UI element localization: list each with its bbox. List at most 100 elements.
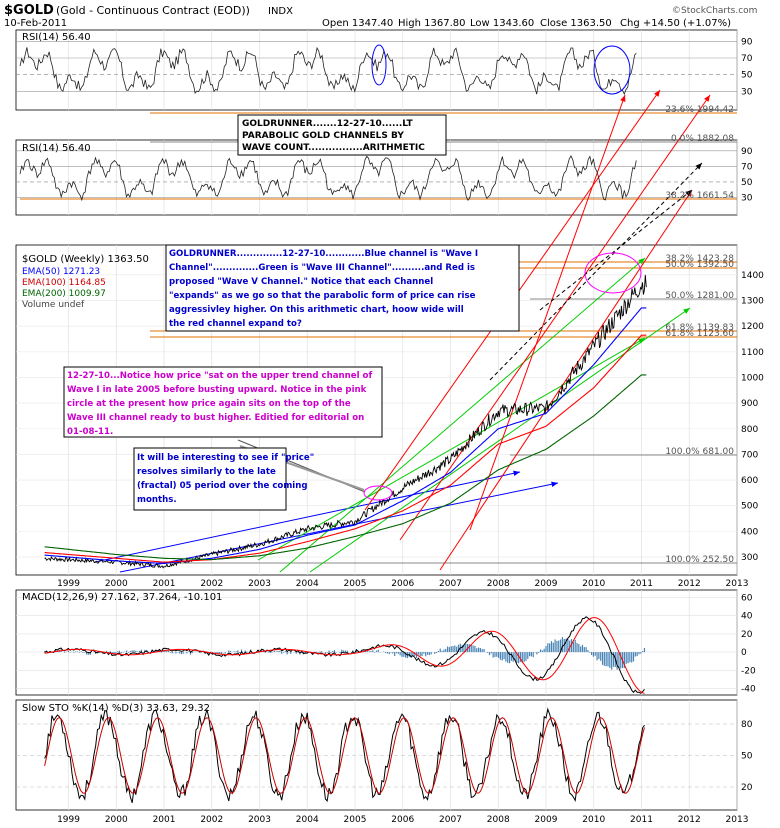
annotation-box-4: It will be interesting to see if "price"… bbox=[133, 447, 314, 511]
fib-level-label: 100.0% 681.00 bbox=[665, 447, 734, 457]
red-channel-mid bbox=[399, 94, 711, 541]
high-value: High 1367.80 bbox=[398, 18, 466, 29]
price-tick-label: 1000 bbox=[741, 373, 764, 383]
sto-tick-label: 80 bbox=[741, 720, 753, 730]
sto-label: Slow STO %K(14) %D(3) 33.63, 29.32 bbox=[22, 703, 210, 714]
rsi-tick-label: 30 bbox=[741, 193, 753, 203]
x-tick-label: 2002 bbox=[200, 579, 223, 589]
fib-level-label: 38.2% 1661.54 bbox=[665, 191, 734, 201]
annotation-box-3: 12-27-10...Notice how price "sat on the … bbox=[63, 366, 383, 438]
blue-channel-lower bbox=[119, 482, 559, 573]
x-tick-label: 2009 bbox=[535, 579, 558, 589]
annotation-4-line-2: resolves similarly to the late bbox=[137, 467, 276, 477]
rsi-tick-label: 30 bbox=[741, 87, 753, 97]
annotation-2-line-1: GOLDRUNNER..............12-27-10........… bbox=[169, 249, 478, 259]
sto-d-line bbox=[44, 717, 645, 794]
open-value: Open 1347.40 bbox=[322, 18, 393, 29]
annotation-box-1: GOLDRUNNER.......12-27-10......LT PARABO… bbox=[237, 114, 447, 156]
x-tick-label: 2005 bbox=[344, 579, 367, 589]
annotation-2-line-3: proposed "Wave V Channel." Notice that e… bbox=[169, 277, 433, 287]
rsi-tick-label: 50 bbox=[741, 178, 753, 188]
projection-line bbox=[489, 162, 703, 381]
rsi-top-label: RSI(14) 56.40 bbox=[22, 32, 91, 43]
fib-level-label: 61.8% 1139.83 bbox=[665, 323, 734, 333]
red-channel-mid-head bbox=[704, 95, 710, 102]
macd-tick-label: 40 bbox=[741, 612, 753, 622]
x-tick-label: 2000 bbox=[105, 815, 128, 825]
projection-line-2-head bbox=[685, 190, 692, 197]
x-tick-label: 2012 bbox=[678, 815, 701, 825]
rsi-mid-label: RSI(14) 56.40 bbox=[22, 143, 91, 154]
x-tick-label: 2009 bbox=[535, 815, 558, 825]
symbol-exchange: INDX bbox=[268, 6, 293, 17]
main-legend: $GOLD (Weekly) 1363.50 EMA(50) 1271.23 E… bbox=[22, 254, 149, 310]
red-channel-inner bbox=[469, 94, 626, 531]
rsi-highlight-ellipse bbox=[593, 45, 631, 95]
macd-panel bbox=[15, 589, 738, 696]
blue-channel-lower-head bbox=[551, 481, 558, 487]
annotation-1-line-1: GOLDRUNNER.......12-27-10......LT bbox=[242, 119, 414, 129]
blue-channel-upper-head bbox=[513, 470, 520, 477]
rsi-tick-label: 90 bbox=[741, 37, 753, 47]
x-tick-label: 2013 bbox=[726, 579, 749, 589]
x-tick-label: 1999 bbox=[57, 579, 80, 589]
fib-level-label: 23.6% 1994.42 bbox=[665, 105, 734, 115]
annotation-2-line-2: Channel"..............Green is "Wave III… bbox=[169, 263, 475, 273]
x-tick-label: 2003 bbox=[248, 579, 271, 589]
green-channel-base bbox=[309, 307, 691, 573]
x-tick-label: 2003 bbox=[248, 815, 271, 825]
fib-level-label: 61.8% 1123.60 bbox=[665, 329, 734, 339]
rsi-tick-label: 50 bbox=[741, 71, 753, 81]
price-series-1 bbox=[44, 307, 647, 565]
legend-ema200: EMA(200) 1009.97 bbox=[22, 289, 106, 299]
macd-tick-label: 60 bbox=[741, 594, 753, 604]
x-tick-label: 2006 bbox=[391, 815, 414, 825]
annotation-2-line-6: the red channel expand to? bbox=[169, 319, 302, 329]
sto-tick-label: 20 bbox=[741, 783, 753, 793]
x-tick-label: 2004 bbox=[296, 815, 319, 825]
red-channel-lower bbox=[439, 189, 693, 571]
legend-volume: Volume undef bbox=[22, 300, 85, 310]
x-tick-label: 2008 bbox=[487, 815, 510, 825]
price-tick-label: 700 bbox=[741, 450, 758, 460]
macd-tick-label: -40 bbox=[741, 684, 756, 694]
price-tick-label: 400 bbox=[741, 527, 758, 537]
price-series-2 bbox=[44, 334, 647, 563]
fib-level-label: 0.0% 1882.08 bbox=[671, 134, 734, 144]
x-tick-label: 2001 bbox=[153, 815, 176, 825]
macd-signal-line bbox=[44, 617, 645, 694]
green-channel-upper bbox=[279, 257, 646, 573]
pink-highlight-circle bbox=[363, 485, 393, 501]
fib-level-label: 50.0% 1281.00 bbox=[665, 291, 734, 301]
low-value: Low 1343.60 bbox=[470, 18, 534, 29]
fib-level-label: 100.0% 252.50 bbox=[665, 555, 734, 565]
x-tick-label: 2011 bbox=[630, 579, 653, 589]
price-tick-label: 500 bbox=[741, 502, 758, 512]
annotation-box-2: GOLDRUNNER..............12-27-10........… bbox=[165, 244, 520, 332]
annotation-3-line-1: 12-27-10...Notice how price "sat on the … bbox=[67, 371, 372, 381]
macd-tick-label: 0 bbox=[741, 648, 747, 658]
rsi-tick-label: 90 bbox=[741, 147, 753, 157]
x-tick-label: 2012 bbox=[678, 579, 701, 589]
legend-ema100: EMA(100) 1164.85 bbox=[22, 278, 106, 288]
green-channel-upper-head bbox=[638, 258, 645, 265]
annotation-3-line-5: 01-08-11. bbox=[67, 427, 113, 437]
annotation-4-line-4: months. bbox=[137, 495, 177, 505]
projection-line-2 bbox=[539, 189, 693, 311]
legend-ema50: EMA(50) 1271.23 bbox=[22, 267, 100, 277]
x-tick-label: 2008 bbox=[487, 579, 510, 589]
price-tick-label: 800 bbox=[741, 425, 758, 435]
annotation-1-line-3: WAVE COUNT................ARITHMETIC bbox=[242, 143, 425, 153]
x-tick-label: 2005 bbox=[344, 815, 367, 825]
annotation-2-line-4: "expands" as we go so that the parabolic… bbox=[169, 291, 476, 301]
price-tick-label: 300 bbox=[741, 553, 758, 563]
pink-highlight-circle bbox=[584, 252, 642, 294]
sto-panel bbox=[15, 699, 738, 811]
projection-line-head bbox=[695, 163, 702, 170]
annotation-4-line-3: (fractal) 05 period over the coming bbox=[137, 481, 308, 491]
x-tick-label: 2006 bbox=[391, 579, 414, 589]
macd-line bbox=[44, 616, 645, 694]
green-channel-lower bbox=[257, 337, 646, 561]
x-tick-label: 2011 bbox=[630, 815, 653, 825]
